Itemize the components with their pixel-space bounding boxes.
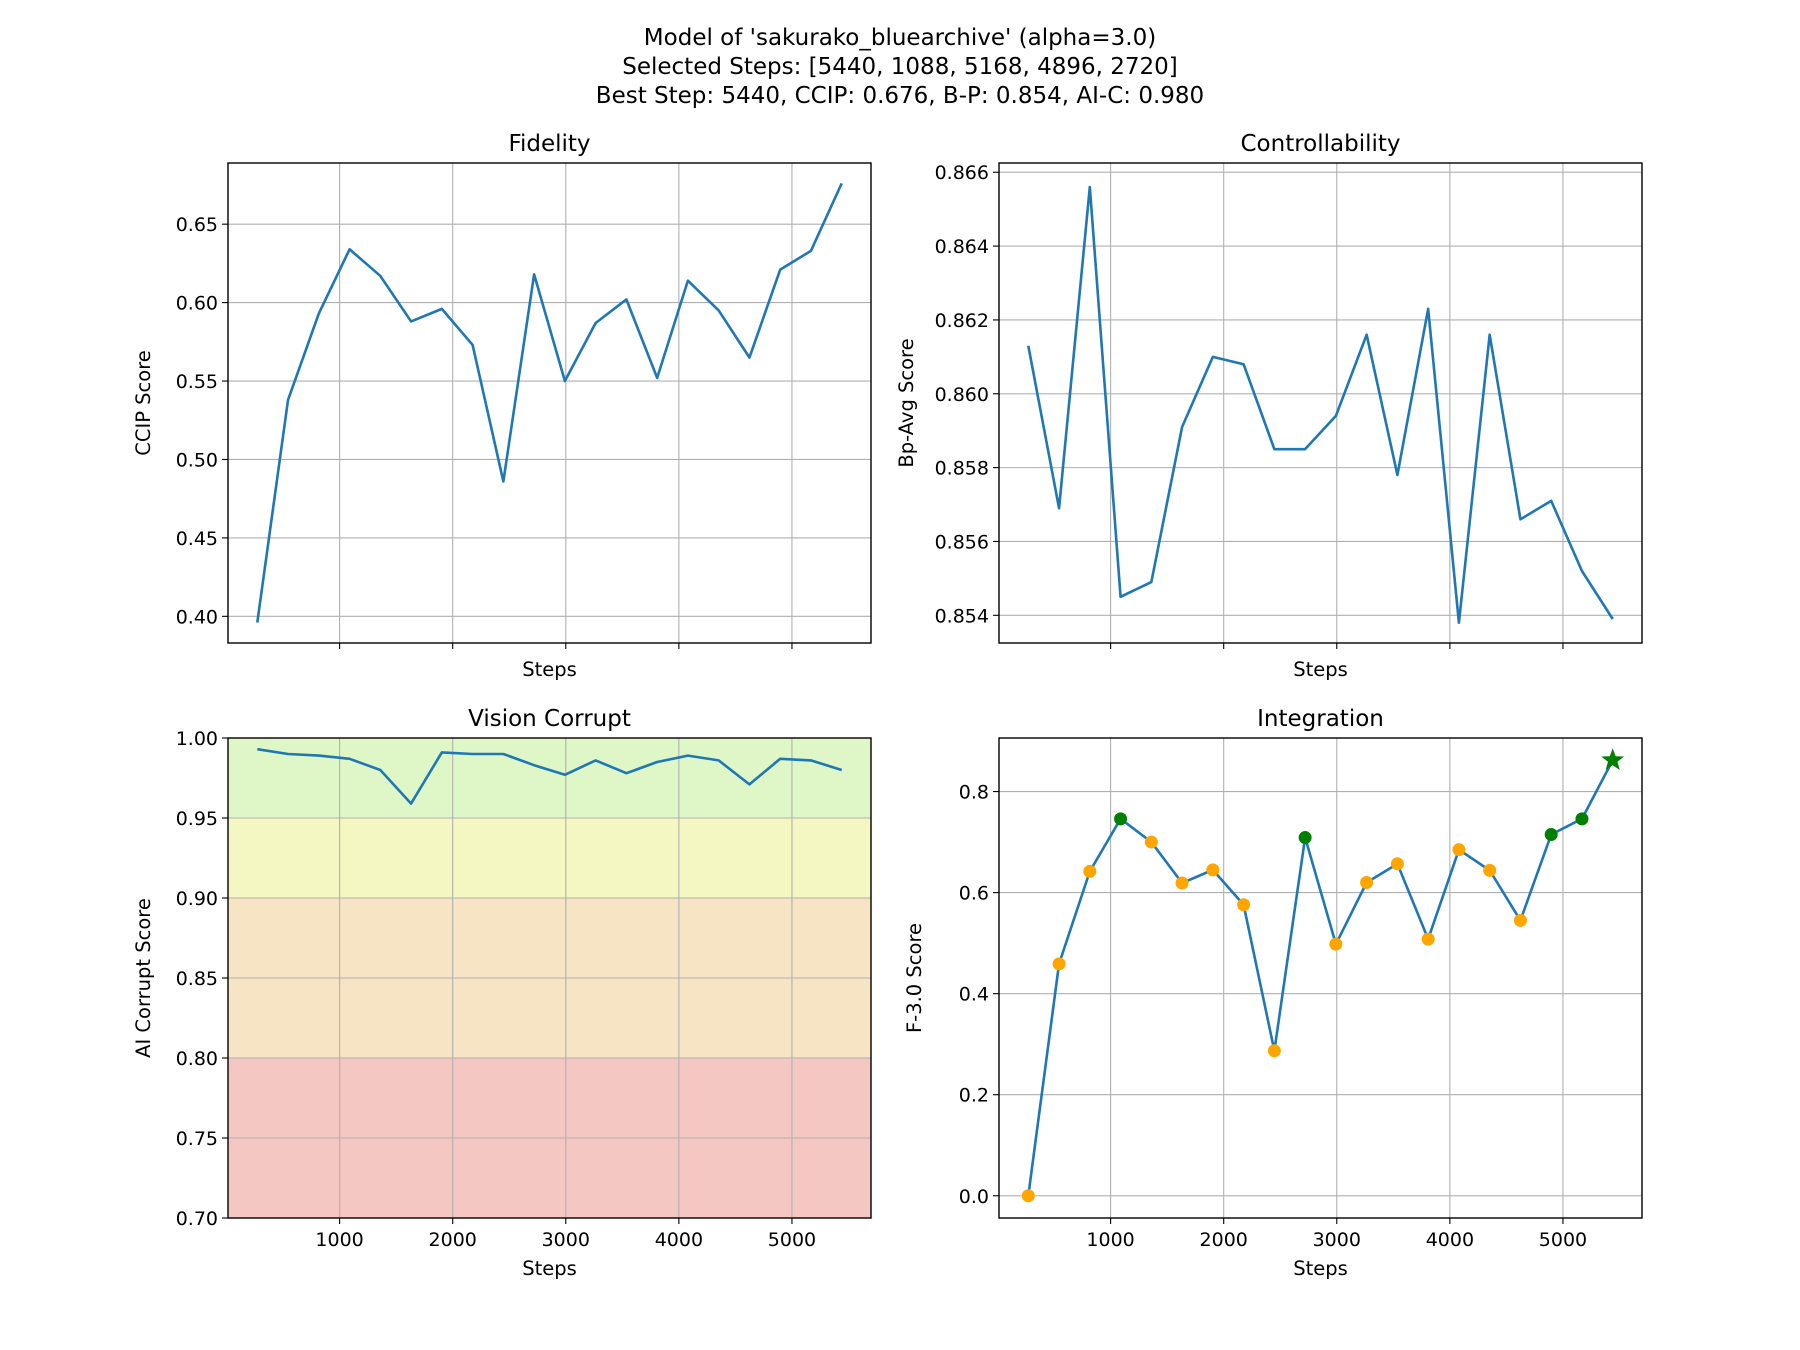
series-line bbox=[1027, 185, 1614, 624]
x-axis-label: Steps bbox=[522, 1257, 577, 1280]
y-tick-label: 0.50 bbox=[176, 449, 218, 471]
step-point bbox=[1021, 1189, 1035, 1203]
band-zone-green bbox=[228, 738, 871, 818]
y-tick-label: 0.858 bbox=[935, 458, 989, 480]
axes-title: Integration bbox=[1257, 706, 1384, 732]
y-tick-label: 0.75 bbox=[176, 1128, 218, 1150]
x-tick-label: 5000 bbox=[1539, 1229, 1587, 1251]
y-tick-label: 0.0 bbox=[959, 1186, 989, 1208]
selected-step-point bbox=[1298, 831, 1312, 845]
chart-controllability: 0.854 0.856 0.858 0.860 0.862 0.864 0.866 Contr… bbox=[895, 131, 1643, 681]
y-tick-label: 0.6 bbox=[959, 883, 989, 905]
y-axis-label: AI Corrupt Score bbox=[132, 898, 155, 1058]
figure-title-line-3: Best Step: 5440, CCIP: 0.676, B-P: 0.854… bbox=[596, 83, 1204, 109]
y-tick-label: 0.2 bbox=[959, 1085, 989, 1107]
axes-title: Vision Corrupt bbox=[468, 706, 631, 732]
y-axis-label: F-3.0 Score bbox=[903, 923, 926, 1033]
axes-frame bbox=[227, 162, 872, 644]
y-tick-label: 0.862 bbox=[935, 310, 989, 332]
step-point bbox=[1329, 937, 1343, 951]
x-tick-label: 4000 bbox=[1426, 1229, 1474, 1251]
y-tick-label: 0.856 bbox=[935, 531, 989, 553]
band-zone-yellow bbox=[228, 818, 871, 898]
subplot-grid: 0.40 0.45 0.50 0.55 0.60 0.65 Fidelity Steps CCI… bbox=[132, 131, 1643, 1280]
y-tick-label: 0.80 bbox=[176, 1048, 218, 1070]
y-axis-label: CCIP Score bbox=[132, 350, 155, 456]
x-tick-label: 1000 bbox=[315, 1229, 363, 1251]
y-tick-label: 0.8 bbox=[959, 782, 989, 804]
step-point bbox=[1144, 835, 1158, 849]
y-tick-label: 0.866 bbox=[935, 162, 989, 184]
series-line bbox=[257, 747, 843, 805]
chart-fidelity: 0.40 0.45 0.50 0.55 0.60 0.65 Fidelity Steps CCI… bbox=[132, 131, 872, 681]
x-axis-label: Steps bbox=[1293, 1257, 1348, 1280]
chart-integration: 1000 2000 3000 4000 5000 0.0 0.2 0.4 0.6 0.8 Integ… bbox=[903, 706, 1643, 1280]
step-point bbox=[1083, 864, 1097, 878]
y-tick-label: 0.860 bbox=[935, 384, 989, 406]
x-axis-label: Steps bbox=[522, 658, 577, 681]
y-axis-label: Bp-Avg Score bbox=[895, 338, 918, 467]
y-tick-label: 0.85 bbox=[176, 968, 218, 990]
y-tick-label: 0.55 bbox=[176, 371, 218, 393]
step-point bbox=[1175, 876, 1189, 890]
x-tick-label: 4000 bbox=[655, 1229, 703, 1251]
y-tick-label: 0.854 bbox=[935, 605, 989, 627]
y-tick-label: 0.90 bbox=[176, 888, 218, 910]
axes-title: Fidelity bbox=[508, 131, 590, 157]
figure-title-line-1: Model of 'sakurako_bluearchive' (alpha=3… bbox=[644, 25, 1156, 51]
y-tick-label: 0.4 bbox=[959, 984, 989, 1006]
y-tick-label: 0.40 bbox=[176, 606, 218, 628]
axes-frame bbox=[998, 162, 1643, 644]
axes-frame bbox=[998, 737, 1643, 1219]
chart-vision-corrupt: 1000 2000 3000 4000 5000 0.70 0.75 0.80 0.85 0.90… bbox=[132, 706, 872, 1280]
x-tick-label: 3000 bbox=[542, 1229, 590, 1251]
x-tick-label: 2000 bbox=[429, 1229, 477, 1251]
x-axis-label: Steps bbox=[1293, 658, 1348, 681]
x-tick-label: 5000 bbox=[768, 1229, 816, 1251]
y-tick-label: 1.00 bbox=[176, 728, 218, 750]
x-tick-label: 2000 bbox=[1200, 1229, 1248, 1251]
y-tick-label: 0.864 bbox=[935, 236, 989, 258]
y-tick-label: 0.60 bbox=[176, 293, 218, 315]
step-point bbox=[1452, 843, 1466, 857]
y-tick-label: 0.45 bbox=[176, 528, 218, 550]
step-point bbox=[1421, 932, 1435, 946]
x-tick-label: 1000 bbox=[1086, 1229, 1134, 1251]
step-point bbox=[1237, 898, 1251, 912]
step-point bbox=[1206, 863, 1220, 877]
selected-step-point bbox=[1544, 828, 1558, 842]
step-point bbox=[1483, 863, 1497, 877]
y-tick-label: 0.65 bbox=[176, 214, 218, 236]
step-point bbox=[1360, 876, 1374, 890]
axes-frame bbox=[227, 737, 872, 1219]
selected-step-point bbox=[1114, 812, 1128, 826]
x-tick-label: 3000 bbox=[1313, 1229, 1361, 1251]
series-line bbox=[1027, 759, 1614, 1196]
step-point bbox=[1052, 957, 1066, 971]
series-line bbox=[256, 182, 843, 623]
step-point bbox=[1390, 857, 1404, 871]
y-tick-label: 0.70 bbox=[176, 1208, 218, 1230]
best-step-star bbox=[1601, 748, 1625, 770]
axes-title: Controllability bbox=[1240, 131, 1400, 157]
selected-step-point bbox=[1575, 812, 1589, 826]
y-tick-label: 0.95 bbox=[176, 808, 218, 830]
step-point bbox=[1513, 913, 1527, 927]
figure-title-line-2: Selected Steps: [5440, 1088, 5168, 4896,… bbox=[622, 54, 1178, 80]
step-point bbox=[1267, 1044, 1281, 1058]
